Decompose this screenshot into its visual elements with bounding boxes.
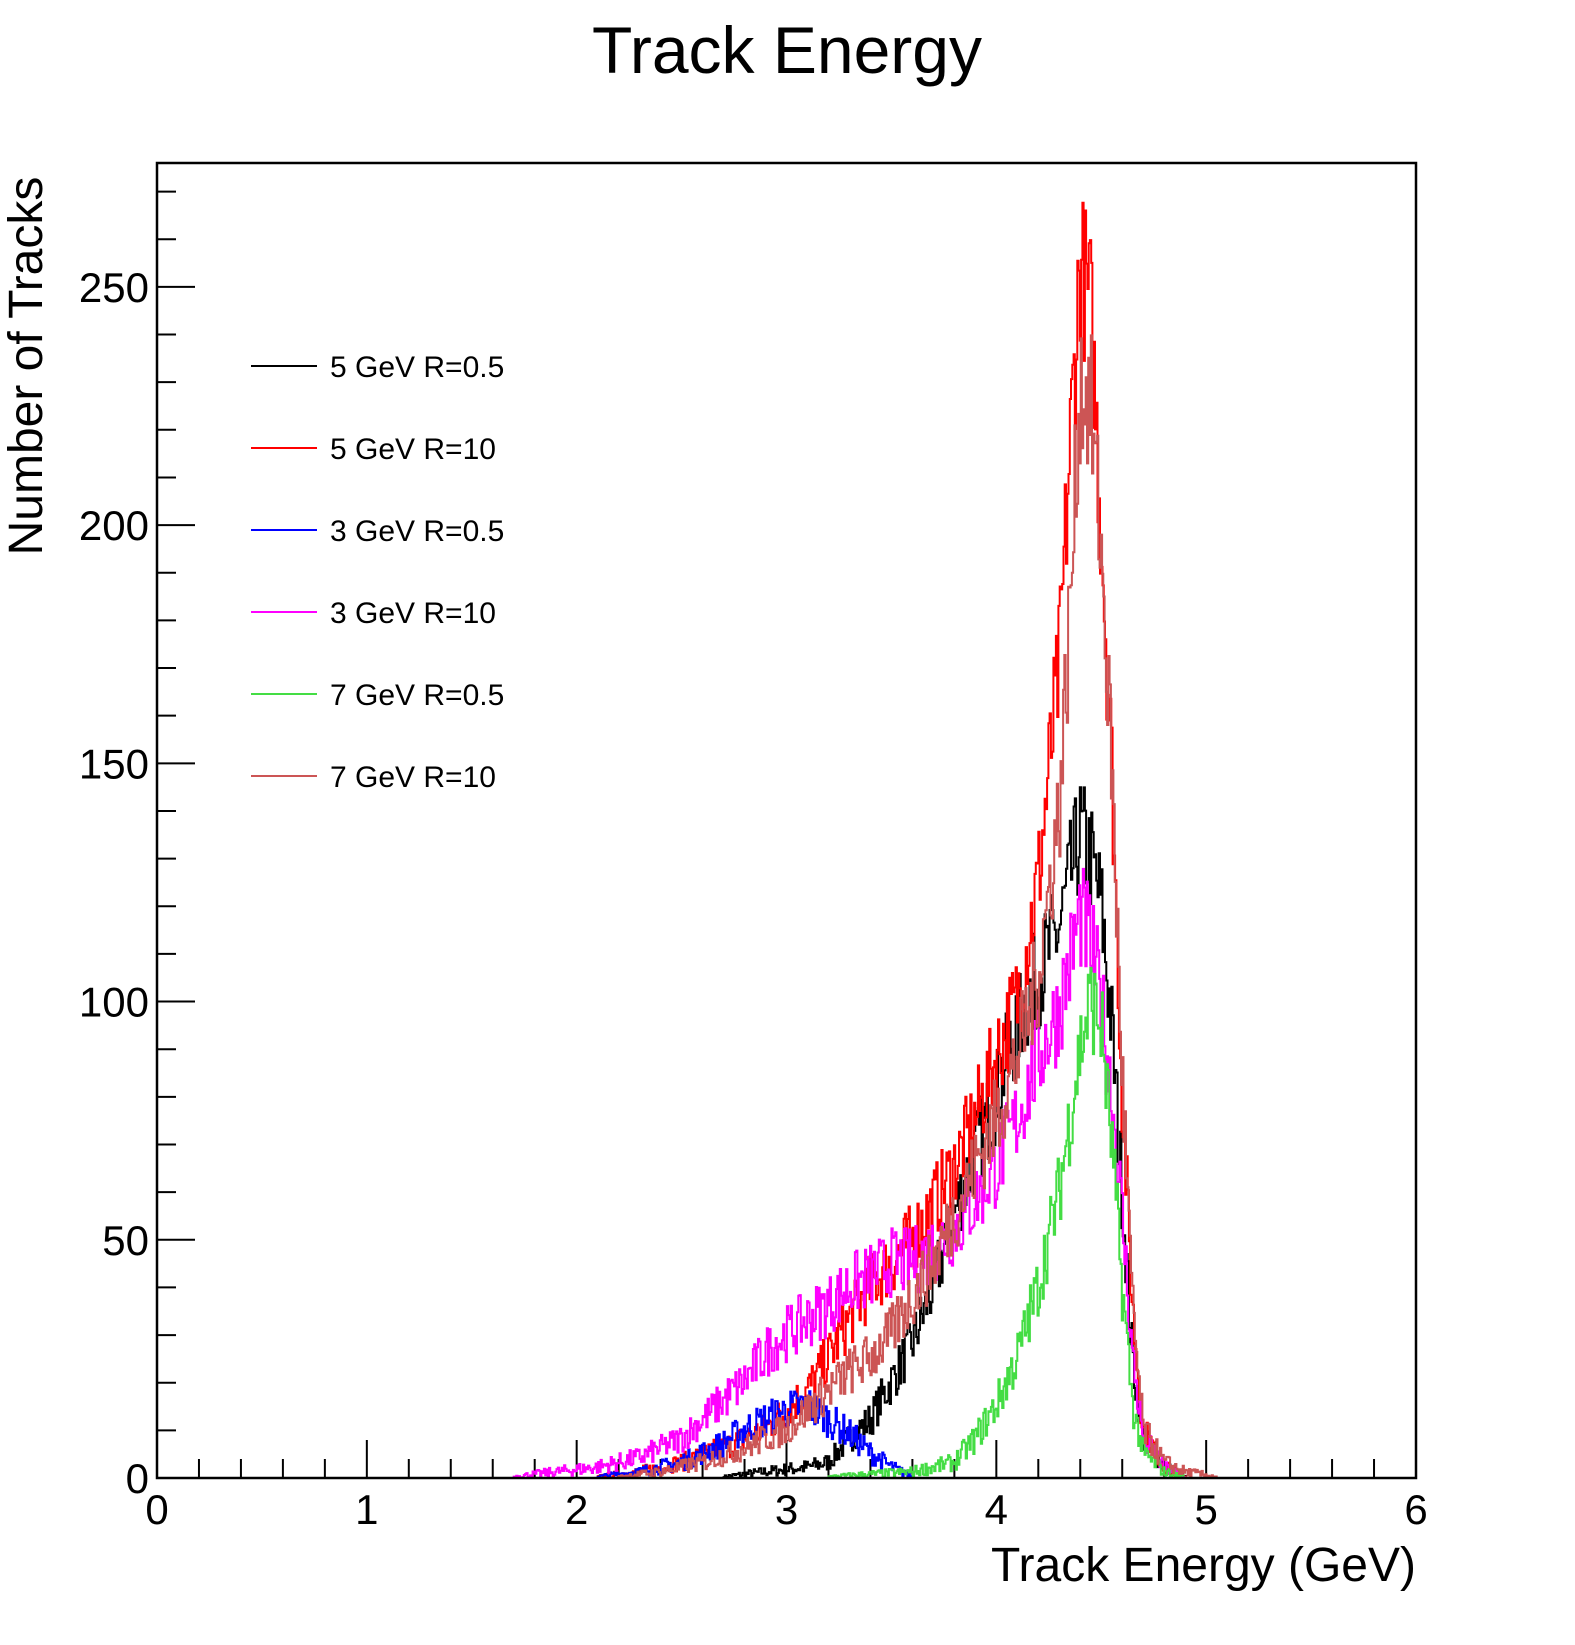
series-line-5	[827, 966, 1186, 1479]
legend-label: 7 GeV R=0.5	[330, 679, 504, 712]
x-axis-label: Track Energy (GeV)	[991, 1539, 1416, 1592]
histogram-curves	[512, 201, 1218, 1479]
x-tick-label: 5	[1194, 1486, 1217, 1533]
x-tick-label: 1	[355, 1486, 378, 1533]
x-tick-label: 4	[985, 1486, 1008, 1533]
y-tick-label: 100	[79, 979, 149, 1026]
chart-title: Track Energy	[592, 13, 982, 87]
y-axis-label: Number of Tracks	[0, 177, 53, 556]
legend: 5 GeV R=0.5 5 GeV R=10 3 GeV R=0.5 3 GeV R=…	[251, 351, 504, 794]
y-tick-label: 250	[79, 264, 149, 311]
x-tick-label: 6	[1404, 1486, 1427, 1533]
y-tick-label: 50	[102, 1217, 149, 1264]
series-line-6	[617, 334, 1218, 1479]
x-tick-label: 2	[565, 1486, 588, 1533]
legend-label: 5 GeV R=10	[330, 433, 496, 466]
axis-ticks: 0 1 2 3 4 5 6 0 50 100 150 200 250	[79, 190, 1428, 1533]
x-tick-label: 3	[775, 1486, 798, 1533]
y-tick-label: 0	[126, 1455, 149, 1502]
legend-label: 7 GeV R=10	[330, 761, 496, 794]
plot-frame	[155, 161, 1418, 1480]
legend-label: 5 GeV R=0.5	[330, 351, 504, 384]
x-tick-label: 0	[145, 1486, 168, 1533]
series-line-1	[722, 786, 1187, 1479]
legend-label: 3 GeV R=0.5	[330, 515, 504, 548]
series-line-4	[512, 867, 1186, 1479]
y-tick-label: 150	[79, 740, 149, 787]
legend-label: 3 GeV R=10	[330, 597, 496, 630]
y-tick-label: 200	[79, 502, 149, 549]
